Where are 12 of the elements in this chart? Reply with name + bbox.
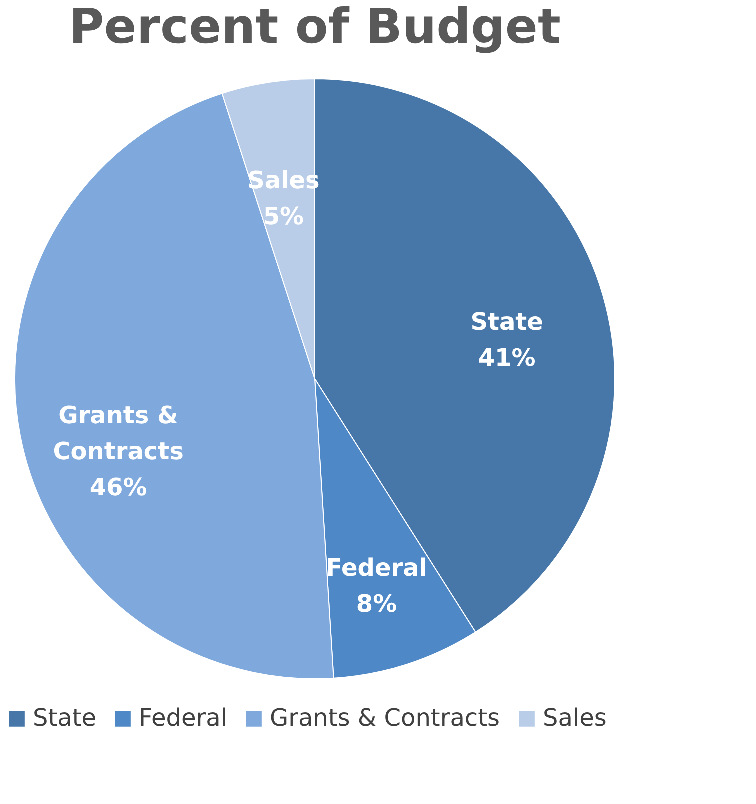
legend-label: State [33,704,97,732]
slice-label: State [470,308,544,336]
legend-label: Federal [139,704,228,732]
legend-label: Sales [543,704,607,732]
data-label: 8% [356,590,398,618]
data-label: 5% [263,202,304,230]
slice-label: Grants & Contracts [53,401,184,466]
legend-label: Grants & Contracts [270,704,500,732]
data-label: 41% [478,344,536,372]
slice-label: Federal [326,554,428,582]
chart-title: Percent of Budget [69,0,561,55]
data-label: 46% [90,473,148,502]
